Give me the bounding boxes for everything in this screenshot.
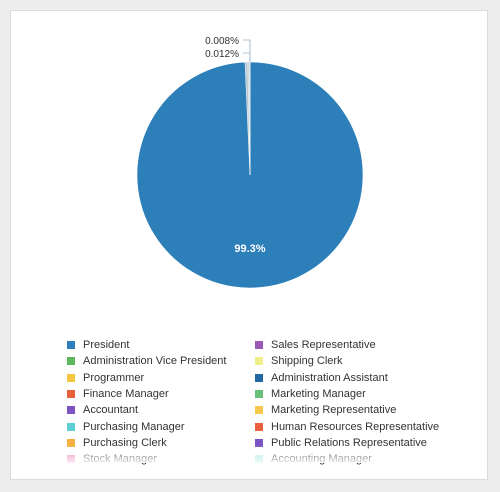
legend-label: Purchasing Clerk <box>83 436 167 449</box>
legend-item-accountant[interactable]: Accountant <box>67 402 138 418</box>
legend-label: Marketing Representative <box>271 404 397 417</box>
legend-item-sales-representative[interactable]: Sales Representative <box>255 337 376 353</box>
legend-swatch <box>255 422 263 431</box>
data-label-shipping-clerk: 0.008% <box>205 36 239 47</box>
legend-label: Finance Manager <box>83 387 169 400</box>
legend-item-accounting-manager[interactable]: Accounting Manager <box>255 451 372 465</box>
legend-swatch <box>67 455 75 464</box>
legend-item-public-relations-representative[interactable]: Public Relations Representative <box>255 435 427 451</box>
legend-item-marketing-representative[interactable]: Marketing Representative <box>255 402 396 418</box>
legend-label: Accountant <box>83 404 139 417</box>
legend-item-shipping-clerk[interactable]: Shipping Clerk <box>255 353 343 369</box>
legend-label: Administration Vice President <box>83 355 227 368</box>
legend-label: Shipping Clerk <box>271 355 343 368</box>
legend-swatch <box>255 341 263 349</box>
legend-item-president[interactable]: President <box>67 337 129 353</box>
legend-swatch <box>255 438 263 447</box>
legend-swatch <box>67 389 75 398</box>
legend-item-administration-assistant[interactable]: Administration Assistant <box>255 370 388 386</box>
legend-swatch <box>255 389 263 398</box>
legend-item-marketing-manager[interactable]: Marketing Manager <box>255 386 366 402</box>
legend-swatch <box>67 438 75 447</box>
pie-chart: 99.3% 0.008% 0.012% <box>136 36 364 289</box>
legend-label: Accounting Manager <box>271 453 372 465</box>
chart-panel: 99.3% 0.008% 0.012% President Sales Represe… <box>10 10 488 480</box>
legend-item-purchasing-manager[interactable]: Purchasing Manager <box>67 419 185 435</box>
legend-swatch <box>255 406 263 415</box>
data-label-president: 99.3% <box>234 243 265 255</box>
leader-line-1 <box>243 39 251 63</box>
legend-label: Administration Assistant <box>271 371 388 384</box>
legend-label: Stock Manager <box>83 453 157 465</box>
legend-swatch <box>67 341 75 349</box>
legend-label: Programmer <box>83 371 145 384</box>
data-label-sales-representative: 0.012% <box>205 49 239 60</box>
legend-swatch <box>67 406 75 415</box>
legend-item-administration-vice-president[interactable]: Administration Vice President <box>67 353 226 369</box>
legend-item-stock-manager[interactable]: Stock Manager <box>67 451 157 465</box>
legend-swatch <box>67 422 75 431</box>
legend-swatch <box>67 373 75 382</box>
legend-item-human-resources-representative[interactable]: Human Resources Representative <box>255 419 439 435</box>
legend-item-purchasing-clerk[interactable]: Purchasing Clerk <box>67 435 167 451</box>
legend-label: Sales Representative <box>271 339 376 351</box>
legend-label: Marketing Manager <box>271 387 366 400</box>
legend-swatch <box>255 373 263 382</box>
legend-item-programmer[interactable]: Programmer <box>67 370 144 386</box>
legend-swatch <box>67 357 75 366</box>
legend-label: President <box>83 339 130 351</box>
legend-item-finance-manager[interactable]: Finance Manager <box>67 386 169 402</box>
legend-label: Purchasing Manager <box>83 420 185 433</box>
legend-label: Human Resources Representative <box>271 420 440 433</box>
legend-swatch <box>255 357 263 366</box>
chart-legend: President Sales Representative Administrat… <box>67 337 467 465</box>
legend-swatch <box>255 455 263 464</box>
legend-label: Public Relations Representative <box>271 436 427 449</box>
leader-line-2 <box>243 52 251 63</box>
